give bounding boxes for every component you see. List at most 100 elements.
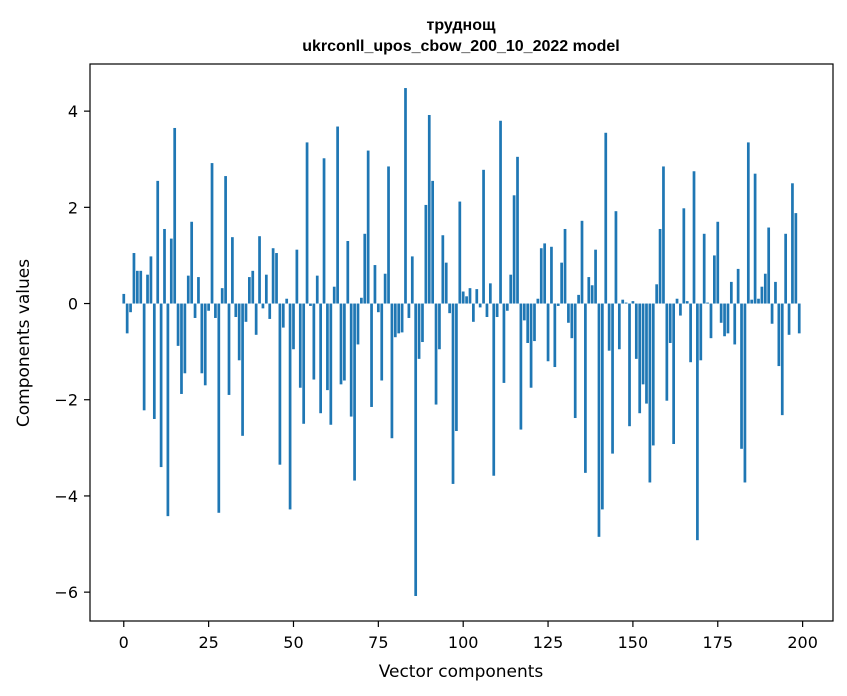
bar	[539, 248, 543, 304]
bar	[380, 303, 384, 381]
bar	[149, 256, 153, 304]
bar	[760, 286, 764, 304]
bar	[597, 303, 601, 537]
bar	[200, 303, 204, 374]
bar	[125, 303, 129, 334]
bar	[641, 303, 645, 385]
bar	[740, 303, 743, 449]
bar	[159, 303, 163, 468]
bar	[516, 156, 519, 304]
bar	[594, 249, 597, 304]
bar	[288, 303, 292, 510]
bar	[424, 204, 428, 304]
bar	[421, 303, 424, 343]
bar	[356, 303, 360, 345]
bar	[468, 288, 472, 304]
bar	[393, 303, 397, 338]
x-tick-label: 100	[448, 633, 479, 652]
bar	[285, 298, 289, 304]
bar	[163, 228, 166, 304]
bar	[329, 303, 333, 425]
bar	[777, 303, 781, 367]
bar	[302, 303, 306, 424]
bar	[570, 303, 574, 339]
bar	[726, 303, 730, 334]
bar	[560, 262, 563, 304]
bar	[573, 303, 577, 419]
x-axis-label: Vector components	[379, 662, 544, 682]
bar	[451, 303, 455, 484]
bar	[281, 303, 285, 328]
bar	[315, 275, 319, 304]
bar	[638, 303, 642, 414]
bar	[190, 221, 194, 304]
bar	[709, 303, 713, 339]
x-tick-label: 0	[119, 633, 129, 652]
bar	[529, 303, 533, 388]
bar	[444, 262, 448, 304]
x-tick-label: 200	[787, 633, 818, 652]
bar	[292, 303, 295, 350]
bar	[414, 303, 418, 596]
bar	[723, 303, 726, 337]
bar	[390, 303, 394, 439]
bar	[780, 303, 784, 416]
bar	[746, 142, 750, 304]
bar	[298, 303, 302, 388]
bar	[590, 285, 594, 304]
bar	[231, 237, 234, 304]
bar	[376, 303, 380, 313]
bar	[577, 294, 580, 304]
bar	[135, 270, 139, 304]
bar	[461, 291, 465, 304]
bar	[237, 303, 241, 361]
bar	[679, 303, 682, 316]
bar	[689, 303, 692, 363]
bar	[753, 173, 757, 304]
bar	[492, 303, 496, 476]
bar	[366, 150, 370, 304]
bar	[407, 303, 411, 318]
y-tick-label: 2	[68, 198, 78, 217]
bar	[193, 303, 197, 318]
bar	[363, 233, 367, 304]
bar	[696, 303, 699, 541]
bar	[604, 132, 608, 304]
bar	[166, 303, 170, 517]
bar	[499, 120, 502, 304]
bar	[458, 201, 462, 304]
bar	[241, 303, 244, 436]
bar	[472, 303, 475, 322]
bar	[220, 288, 224, 304]
bar	[210, 163, 214, 304]
bar	[587, 277, 591, 304]
bar	[387, 166, 390, 304]
y-tick-label: −4	[54, 487, 78, 506]
bar	[611, 303, 614, 454]
bar	[353, 303, 356, 481]
bar	[750, 299, 754, 304]
bar	[336, 126, 339, 304]
bar	[784, 233, 788, 304]
bar	[343, 303, 346, 381]
bar	[152, 303, 156, 419]
bar	[360, 297, 363, 304]
bar	[763, 273, 767, 304]
bars-group	[122, 88, 801, 596]
plot-area-frame	[89, 63, 834, 622]
bar	[655, 284, 659, 304]
bar	[645, 303, 648, 404]
bar	[234, 303, 238, 318]
bar	[495, 303, 499, 318]
bar	[682, 208, 686, 304]
bar	[787, 303, 791, 335]
bar	[271, 248, 275, 304]
bar	[478, 303, 482, 308]
bar	[665, 303, 669, 401]
bar	[502, 303, 506, 383]
bar	[427, 114, 431, 304]
bar	[505, 303, 509, 311]
bar	[794, 213, 798, 304]
bar	[132, 253, 136, 304]
bar	[186, 275, 190, 304]
